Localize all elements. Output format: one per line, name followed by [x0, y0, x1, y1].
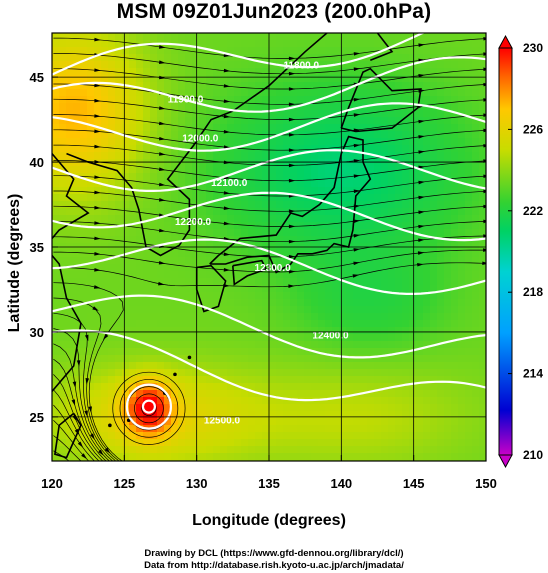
- coast-shikoku: [232, 259, 268, 286]
- contour-ring: [125, 383, 173, 430]
- colorbar-tick-label: 214: [523, 367, 543, 381]
- island: [187, 355, 192, 360]
- x-tick-label: 150: [475, 476, 497, 491]
- x-tick-label: 125: [113, 476, 135, 491]
- contour-label: 11800.0: [283, 61, 319, 72]
- y-tick-label: 35: [30, 240, 44, 255]
- x-tick-label: 145: [403, 476, 425, 491]
- island: [173, 372, 177, 377]
- colorbar-tick-label: 222: [523, 204, 543, 218]
- y-tick-label: 40: [30, 155, 44, 170]
- coast-korea-manchuria: [66, 33, 328, 257]
- chart-title: MSM 09Z01Jun2023 (200.0hPa): [116, 0, 432, 23]
- colorbar-scale: [498, 47, 513, 456]
- coast-honshu: [209, 135, 372, 274]
- colorbar-max-arrow: [498, 34, 513, 49]
- colorbar-min-arrow: [498, 454, 513, 469]
- coast-hokkaido: [340, 67, 422, 133]
- contour-ring: [141, 399, 157, 414]
- island: [108, 423, 112, 428]
- x-tick-label: 130: [186, 476, 208, 491]
- credit-line-2: Data from http://database.rish.kyoto-u.a…: [144, 560, 404, 571]
- x-tick-label: 140: [330, 476, 352, 491]
- coast-taiwan: [54, 412, 82, 459]
- credit-line-1: Drawing by DCL (https://www.gfd-dennou.o…: [144, 548, 404, 559]
- y-tick-label: 45: [30, 70, 44, 85]
- y-tick-label: 30: [30, 325, 44, 340]
- contour-label: 12200.0: [175, 217, 212, 228]
- y-tick-label: 25: [30, 410, 44, 425]
- colorbar-tick-label: 230: [523, 41, 543, 55]
- x-tick-label: 120: [41, 476, 63, 491]
- contour-label: 12500.0: [204, 416, 241, 427]
- coast-china: [52, 153, 90, 394]
- coast-sakhalin: [370, 33, 394, 61]
- colorbar-tick-label: 218: [523, 285, 543, 299]
- x-axis-label: Longitude (degrees): [192, 512, 346, 529]
- colorbar-tick-label: 226: [523, 122, 543, 136]
- colorbar-tick-label: 210: [523, 448, 543, 462]
- island: [126, 418, 131, 423]
- contour-label: 12400.0: [312, 331, 349, 342]
- contour-label: 12000.0: [182, 134, 219, 145]
- colorbar: 210 214 218 222 226 230: [498, 34, 543, 469]
- contour-label: 12100.0: [211, 178, 248, 189]
- y-axis-label: Latitude (degrees): [6, 193, 23, 333]
- x-tick-label: 135: [258, 476, 280, 491]
- contour-label: 11900.0: [168, 95, 204, 106]
- contour-label: 12300.0: [255, 263, 292, 274]
